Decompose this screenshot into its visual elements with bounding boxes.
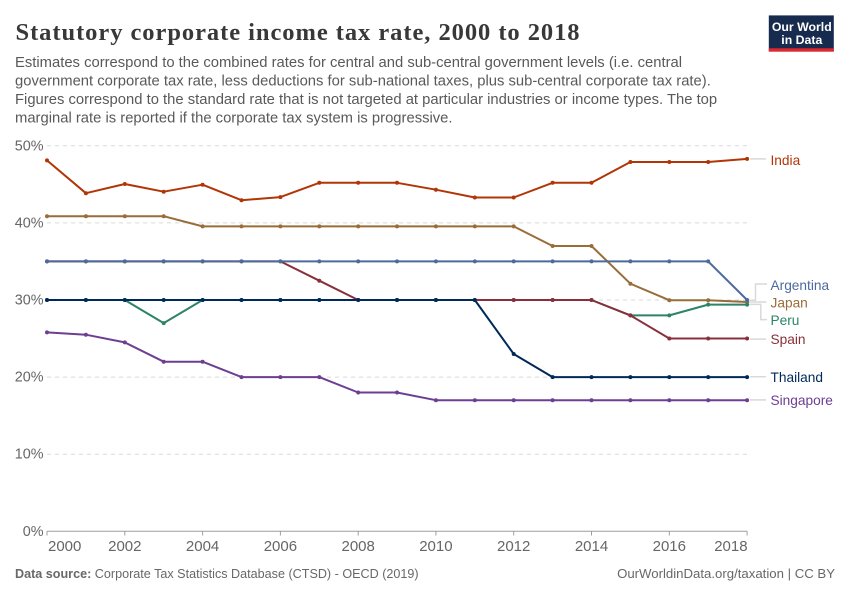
- svg-text:Peru: Peru: [771, 313, 800, 328]
- svg-text:0%: 0%: [23, 524, 44, 540]
- svg-text:2002: 2002: [108, 538, 141, 555]
- svg-text:Argentina: Argentina: [771, 278, 830, 293]
- svg-text:2012: 2012: [497, 538, 530, 555]
- svg-text:Our World: Our World: [772, 20, 832, 34]
- svg-text:40%: 40%: [15, 215, 44, 231]
- svg-text:20%: 20%: [15, 370, 44, 386]
- svg-text:marginal rate is reported if t: marginal rate is reported if the corpora…: [15, 110, 453, 126]
- svg-text:2004: 2004: [186, 538, 219, 555]
- svg-text:Estimates correspond to the co: Estimates correspond to the combined rat…: [15, 55, 682, 71]
- svg-text:2000: 2000: [48, 538, 81, 555]
- svg-text:Spain: Spain: [771, 332, 806, 347]
- svg-text:Statutory corporate income tax: Statutory corporate income tax rate, 200…: [16, 19, 581, 46]
- svg-text:government corporate tax rate,: government corporate tax rate, less dedu…: [15, 74, 711, 90]
- svg-text:2010: 2010: [419, 538, 452, 555]
- svg-text:in Data: in Data: [781, 33, 822, 47]
- svg-text:Data source: Corporate Tax Sta: Data source: Corporate Tax Statistics Da…: [15, 567, 419, 581]
- svg-text:10%: 10%: [15, 447, 44, 463]
- svg-text:2014: 2014: [575, 538, 608, 555]
- svg-text:Singapore: Singapore: [771, 393, 833, 408]
- svg-text:OurWorldinData.org/taxation |: OurWorldinData.org/taxation | CC BY: [617, 566, 835, 581]
- svg-text:30%: 30%: [15, 293, 44, 309]
- svg-text:50%: 50%: [15, 138, 44, 154]
- svg-text:2016: 2016: [653, 538, 686, 555]
- svg-text:2006: 2006: [264, 538, 297, 555]
- svg-text:2008: 2008: [342, 538, 375, 555]
- svg-text:India: India: [771, 153, 801, 168]
- svg-text:2018: 2018: [714, 538, 747, 555]
- svg-text:Japan: Japan: [771, 296, 808, 311]
- svg-text:Figures correspond to the stan: Figures correspond to the standard rate …: [15, 92, 717, 108]
- svg-text:Thailand: Thailand: [771, 370, 824, 385]
